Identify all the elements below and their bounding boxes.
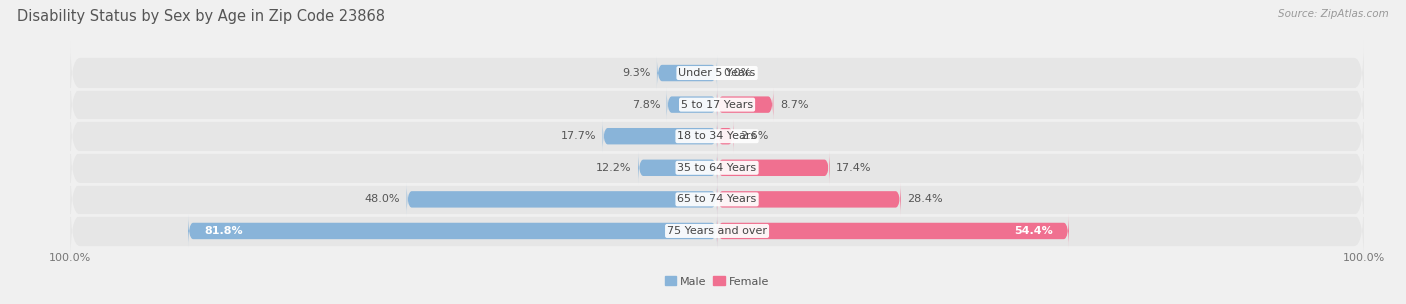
Text: 28.4%: 28.4% bbox=[907, 194, 943, 204]
FancyBboxPatch shape bbox=[603, 119, 717, 153]
Text: 2.6%: 2.6% bbox=[741, 131, 769, 141]
Text: 0.0%: 0.0% bbox=[724, 68, 752, 78]
Text: 48.0%: 48.0% bbox=[364, 194, 401, 204]
FancyBboxPatch shape bbox=[406, 182, 717, 216]
Text: 54.4%: 54.4% bbox=[1014, 226, 1053, 236]
Text: 8.7%: 8.7% bbox=[780, 100, 808, 110]
Text: 12.2%: 12.2% bbox=[596, 163, 631, 173]
FancyBboxPatch shape bbox=[666, 88, 717, 122]
FancyBboxPatch shape bbox=[717, 182, 901, 216]
Text: Source: ZipAtlas.com: Source: ZipAtlas.com bbox=[1278, 9, 1389, 19]
Text: Disability Status by Sex by Age in Zip Code 23868: Disability Status by Sex by Age in Zip C… bbox=[17, 9, 385, 24]
Text: 65 to 74 Years: 65 to 74 Years bbox=[678, 194, 756, 204]
FancyBboxPatch shape bbox=[717, 214, 1069, 248]
Text: 17.4%: 17.4% bbox=[837, 163, 872, 173]
Legend: Male, Female: Male, Female bbox=[665, 276, 769, 287]
FancyBboxPatch shape bbox=[657, 56, 717, 90]
FancyBboxPatch shape bbox=[70, 136, 1364, 200]
Text: 75 Years and over: 75 Years and over bbox=[666, 226, 768, 236]
FancyBboxPatch shape bbox=[188, 214, 717, 248]
Text: 35 to 64 Years: 35 to 64 Years bbox=[678, 163, 756, 173]
FancyBboxPatch shape bbox=[717, 88, 773, 122]
Text: 81.8%: 81.8% bbox=[204, 226, 243, 236]
FancyBboxPatch shape bbox=[70, 167, 1364, 232]
FancyBboxPatch shape bbox=[70, 104, 1364, 168]
Text: 18 to 34 Years: 18 to 34 Years bbox=[678, 131, 756, 141]
Text: 9.3%: 9.3% bbox=[621, 68, 651, 78]
FancyBboxPatch shape bbox=[70, 72, 1364, 137]
FancyBboxPatch shape bbox=[638, 151, 717, 185]
FancyBboxPatch shape bbox=[70, 199, 1364, 263]
Text: 7.8%: 7.8% bbox=[631, 100, 661, 110]
FancyBboxPatch shape bbox=[70, 41, 1364, 105]
Text: Under 5 Years: Under 5 Years bbox=[679, 68, 755, 78]
FancyBboxPatch shape bbox=[717, 151, 830, 185]
Text: 17.7%: 17.7% bbox=[561, 131, 596, 141]
FancyBboxPatch shape bbox=[717, 119, 734, 153]
Text: 5 to 17 Years: 5 to 17 Years bbox=[681, 100, 754, 110]
